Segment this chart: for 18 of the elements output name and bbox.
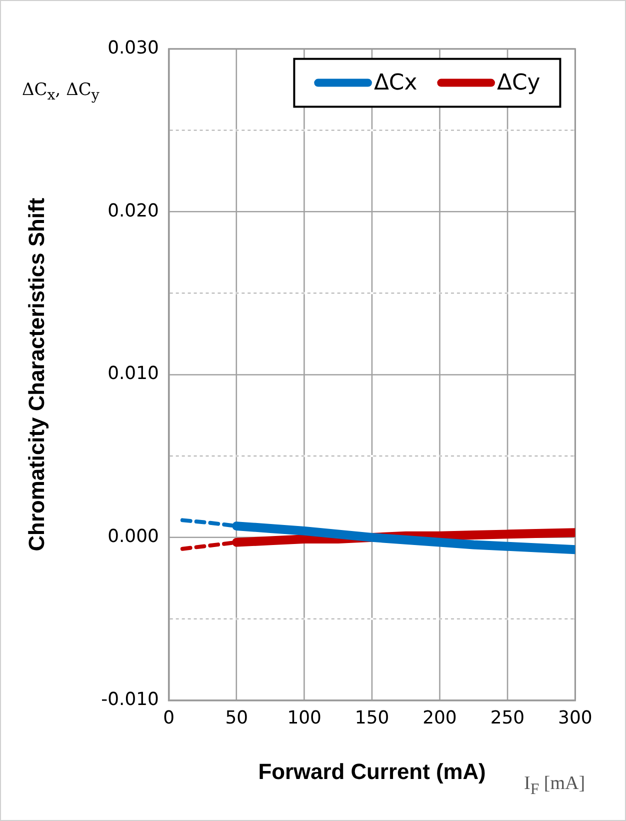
legend-label: ΔCy bbox=[496, 70, 540, 96]
x-tick-label: 100 bbox=[287, 708, 322, 729]
x-tick-label: 250 bbox=[490, 708, 525, 729]
x-tick-label: 0 bbox=[163, 708, 175, 729]
y-tick-label: 0.030 bbox=[108, 38, 159, 59]
y-tick-label: 0.000 bbox=[108, 526, 159, 548]
legend-label: ΔCx bbox=[374, 70, 418, 96]
text: ΔC$_{x}$, ΔC$_{y}$ bbox=[22, 80, 100, 104]
x-tick-label: 150 bbox=[354, 708, 390, 729]
x-tick-label: 300 bbox=[558, 708, 592, 729]
y-axis-title: Chromaticity Characteristics Shift bbox=[24, 197, 50, 552]
x-tick-label: 50 bbox=[225, 708, 248, 729]
x-axis-title: Forward Current (mA) bbox=[258, 758, 486, 784]
x-tick-label: 200 bbox=[422, 708, 457, 729]
text: I$_{F}$ [mA] bbox=[524, 773, 586, 799]
y-tick-label: -0.010 bbox=[101, 688, 159, 710]
y-tick-label: 0.010 bbox=[108, 363, 159, 384]
y-tick-label: 0.020 bbox=[108, 200, 159, 222]
